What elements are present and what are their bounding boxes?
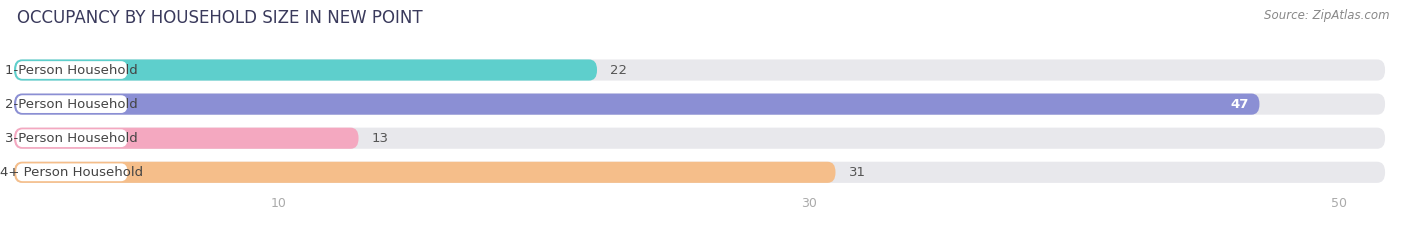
- FancyBboxPatch shape: [14, 128, 359, 149]
- Text: Source: ZipAtlas.com: Source: ZipAtlas.com: [1264, 9, 1389, 22]
- FancyBboxPatch shape: [17, 163, 128, 181]
- FancyBboxPatch shape: [14, 162, 835, 183]
- Text: 3-Person Household: 3-Person Household: [6, 132, 138, 145]
- FancyBboxPatch shape: [14, 93, 1260, 115]
- Text: 22: 22: [610, 64, 627, 76]
- Text: 2-Person Household: 2-Person Household: [6, 98, 138, 111]
- Text: OCCUPANCY BY HOUSEHOLD SIZE IN NEW POINT: OCCUPANCY BY HOUSEHOLD SIZE IN NEW POINT: [17, 9, 422, 27]
- FancyBboxPatch shape: [14, 59, 1385, 81]
- FancyBboxPatch shape: [14, 93, 1385, 115]
- Text: 13: 13: [371, 132, 389, 145]
- Text: 1-Person Household: 1-Person Household: [6, 64, 138, 76]
- Text: 31: 31: [849, 166, 866, 179]
- FancyBboxPatch shape: [14, 162, 1385, 183]
- FancyBboxPatch shape: [14, 128, 1385, 149]
- FancyBboxPatch shape: [17, 129, 128, 147]
- FancyBboxPatch shape: [17, 95, 128, 113]
- Text: 4+ Person Household: 4+ Person Household: [0, 166, 143, 179]
- FancyBboxPatch shape: [17, 61, 128, 79]
- FancyBboxPatch shape: [14, 59, 598, 81]
- Text: 47: 47: [1230, 98, 1249, 111]
